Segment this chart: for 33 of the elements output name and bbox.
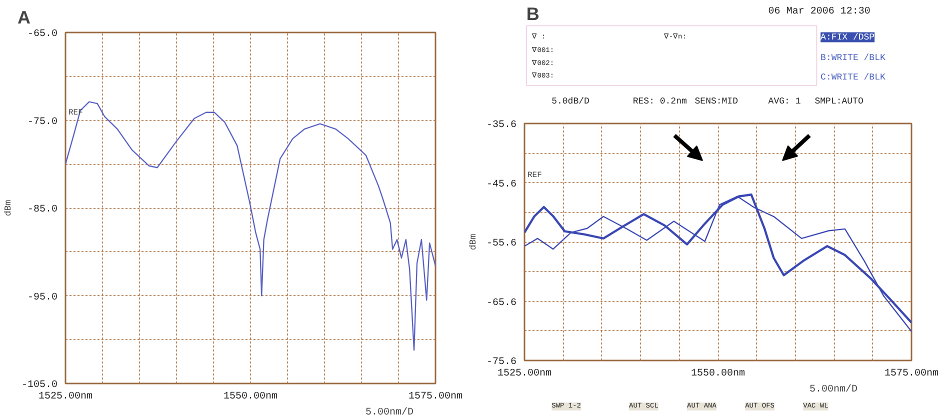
chart-title: B (526, 4, 540, 24)
text: B:WRITE /BLK (820, 53, 886, 63)
y-tick-label: -65.6 (486, 298, 517, 309)
annotation: REF (528, 170, 542, 180)
x-tick-label: 1525.00nm (497, 368, 552, 380)
y-tick-label: -85.0 (27, 204, 58, 216)
text: RES: 0.2nm (632, 96, 687, 107)
text: A:FIX /DSP (820, 32, 875, 42)
text: SENS:MID (694, 96, 738, 107)
text: AVG: 1 (768, 96, 801, 107)
x-tick-label: 1525.00nm (38, 392, 93, 402)
y-tick-label: -35.6 (486, 120, 517, 131)
x-tick-label: 1575.00nm (884, 368, 939, 380)
y-tick-label: -75.0 (27, 116, 58, 128)
y-tick-label: -65.0 (27, 29, 58, 40)
y-axis-title: dBm (3, 200, 14, 216)
text: 06 Mar 2006 12:30 (768, 6, 870, 18)
y-tick-label: -55.6 (486, 238, 517, 250)
y-tick-label: -95.0 (27, 292, 58, 304)
y-tick-label: -45.6 (486, 179, 517, 190)
x-tick-label: 1575.00nm (408, 392, 463, 402)
y-tick-label: -75.6 (486, 357, 517, 368)
text: 5.0dB/D (552, 96, 590, 107)
y-axis-title: dBm (468, 234, 478, 250)
chart-title: A (18, 8, 30, 28)
x-tick-label: 1550.00nm (223, 392, 278, 402)
text: C:WRITE /BLK (820, 72, 886, 83)
line-series (66, 101, 436, 351)
x-tick-label: 1550.00nm (690, 368, 746, 380)
text: 5.00nm/D (366, 406, 414, 418)
y-tick-label: -105.0 (21, 380, 58, 391)
text: 5.00nm/D (810, 384, 858, 396)
text: SMPL:AUTO (814, 96, 864, 107)
